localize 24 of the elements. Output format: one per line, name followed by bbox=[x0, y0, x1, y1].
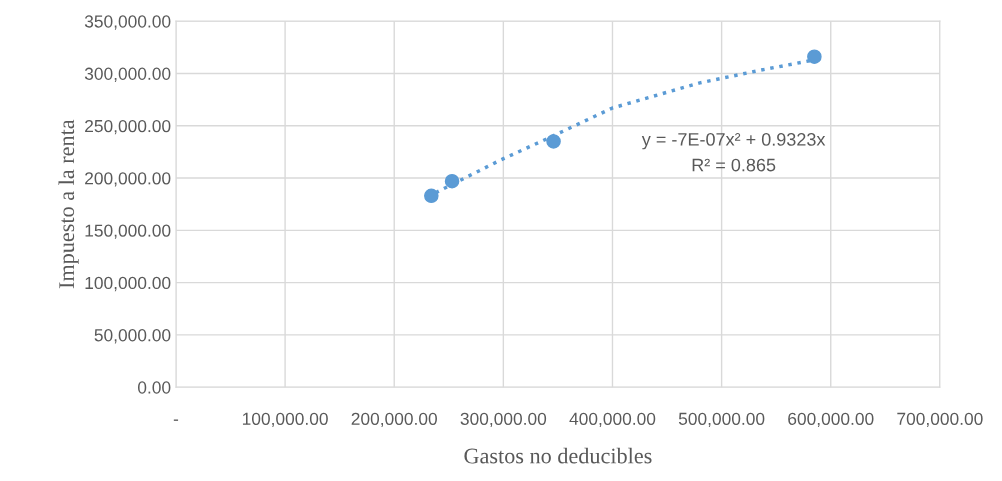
y-axis-title: Impuesto a la renta bbox=[58, 119, 79, 289]
y-tick-label: 300,000.00 bbox=[84, 67, 171, 82]
point bbox=[444, 173, 460, 189]
x-tick-label: 600,000.00 bbox=[788, 412, 874, 428]
x-tick-label: - bbox=[173, 419, 179, 421]
y-tick-label: 0.00 bbox=[137, 381, 171, 394]
x-tick-label: 200,000.00 bbox=[351, 412, 437, 428]
x-tick-label: 700,000.00 bbox=[897, 412, 983, 428]
x-tick-label: 400,000.00 bbox=[569, 412, 656, 428]
annotation: R² = 0.865 bbox=[692, 158, 776, 172]
point bbox=[424, 188, 439, 204]
y-tick-label: 50,000.00 bbox=[94, 329, 171, 344]
y-tick-label: 250,000.00 bbox=[85, 119, 171, 135]
point bbox=[546, 134, 561, 149]
y-tick-label: 200,000.00 bbox=[85, 172, 171, 187]
x-tick-label: 500,000.00 bbox=[678, 412, 765, 428]
annotation: y = -7E-07x² + 0.9323x bbox=[641, 133, 826, 150]
x-tick-label: 100,000.00 bbox=[242, 412, 328, 428]
point bbox=[807, 49, 822, 65]
x-tick-label: 300,000.00 bbox=[460, 412, 547, 428]
y-tick-label: 150,000.00 bbox=[85, 224, 171, 239]
y-tick-label: 350,000.00 bbox=[84, 15, 171, 30]
x-axis-title: Gastos no deducibles bbox=[464, 447, 652, 464]
y-tick-label: 100,000.00 bbox=[85, 276, 171, 292]
